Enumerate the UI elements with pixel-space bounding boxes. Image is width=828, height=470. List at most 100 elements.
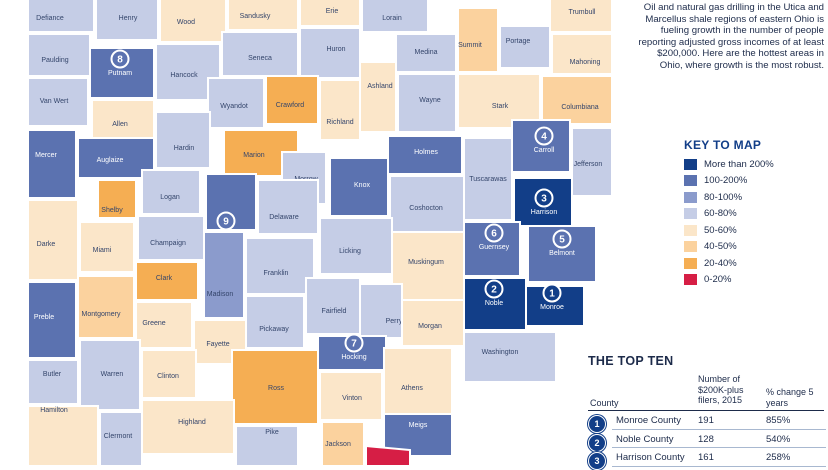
county-label: Wood [177,19,195,26]
header-county: County [590,398,619,408]
county-van-wert: Van Wert [27,77,89,127]
county-summit: Summit [457,7,499,73]
county-knox: Knox [329,157,389,217]
rank-marker-label: 3 [541,194,547,205]
county-tuscarawas: Tuscarawas [463,137,513,221]
county-layer: Defiance Henry Wood Sandusky Erie Lorain Trumb… [27,0,613,466]
county-label: Clermont [104,433,132,440]
county-hamilton: Hamilton [27,405,99,466]
county-pike: Pike [235,425,299,466]
county-shape [141,169,201,215]
key-label: More than 200% [704,158,774,170]
key-label: 50-60% [704,224,737,236]
county-crawford: Crawford [265,75,319,125]
key-item: 80-100% [684,189,824,206]
rank-badge: 3 [588,452,606,470]
county-label: Van Wert [40,98,69,105]
county-clark: Clark [135,261,199,301]
county-shape [27,129,77,199]
county-shape [89,47,155,99]
county-shape [383,347,453,415]
county-belmont: Belmont 5 [527,225,597,283]
county-jefferson: Jefferson [571,127,613,197]
county-shape [245,295,305,349]
county-trumbull: Trumbull [549,0,613,33]
rank-marker-label: 2 [491,285,497,296]
key-title: KEY TO MAP [684,138,762,152]
county-shape [527,225,597,283]
key-label: 40-50% [704,241,737,253]
county-portage: Portage [499,25,551,69]
county-shape [571,127,613,197]
county-shape [321,421,365,466]
county-label: Monroe [540,304,564,311]
county-carroll: Carroll 4 [511,119,571,173]
row-change: 540% [766,433,791,445]
county-label: Wyandot [220,103,248,110]
row-filers: 128 [698,433,714,445]
county-hocking: Hocking 7 [317,333,387,371]
county-label: Portage [506,38,531,45]
county-label: Champaign [150,240,186,247]
county-label: Jefferson [574,161,603,168]
county-monroe: Monroe 1 [525,283,585,327]
county-label: Franklin [264,270,289,277]
county-shape [27,405,99,466]
county-label: Seneca [248,55,272,62]
county-vinton: Vinton [319,371,383,421]
rank-marker-label: 6 [491,229,497,240]
county-wyandot: Wyandot [207,77,265,129]
rank-marker-label: 8 [117,55,123,66]
county-label: Harrison [531,209,558,216]
extra-shapes-layer [365,444,411,466]
county-clinton: Clinton [141,349,197,399]
county-shape [457,7,499,73]
county-label: Hancock [170,72,198,79]
county-label: Summit [458,42,482,49]
county-shape [27,0,95,33]
county-shape [319,371,383,421]
key-label: 0-20% [704,274,732,286]
county-label: Washington [482,349,519,356]
county-shape [525,285,585,327]
county-holmes: Holmes [387,135,463,175]
county-wood: Wood [159,0,227,43]
county-label: Logan [160,194,180,201]
header-filers: Number of $200K-plus filers, 2015 [698,374,744,405]
county-shape [551,33,613,75]
county-montgomery: Montgomery [77,275,135,339]
county-label: Erie [326,8,339,15]
county-erie: Erie [299,0,361,27]
county-union: Union9 [205,173,257,239]
county-shape [541,75,613,125]
key-item: 0-20% [684,272,824,289]
county-label: Fairfield [322,308,347,315]
county-shape [135,301,193,349]
key-swatch [684,241,697,253]
row-county: Monroe County [616,415,681,426]
county-jackson: Jackson [321,421,365,466]
county-shape [203,231,245,319]
county-shape [329,157,389,217]
key-label: 20-40% [704,257,737,269]
key-swatch [684,274,697,286]
key-swatch [684,224,697,236]
county-shape [245,237,315,295]
county-madison: Madison [203,231,245,319]
county-label: Perry [386,318,403,325]
key-item: 100-200% [684,173,824,190]
county-shape [299,27,361,79]
county-noble: Noble 2 [463,277,527,331]
county-richland: Richland [319,79,361,141]
county-shape [463,331,557,383]
map-key: More than 200% 100-200% 80-100% 60-80% 5… [684,156,824,288]
top-ten-table: THE TOP TEN County Number of $200K-plus … [586,354,826,470]
county-shape [319,79,361,141]
county-label: Meigs [409,422,428,429]
county-label: Lorain [382,15,402,22]
rank-marker [552,229,572,249]
county-label: Pike [265,429,279,436]
county-shape [265,75,319,125]
county-label: Mahoning [570,59,601,66]
